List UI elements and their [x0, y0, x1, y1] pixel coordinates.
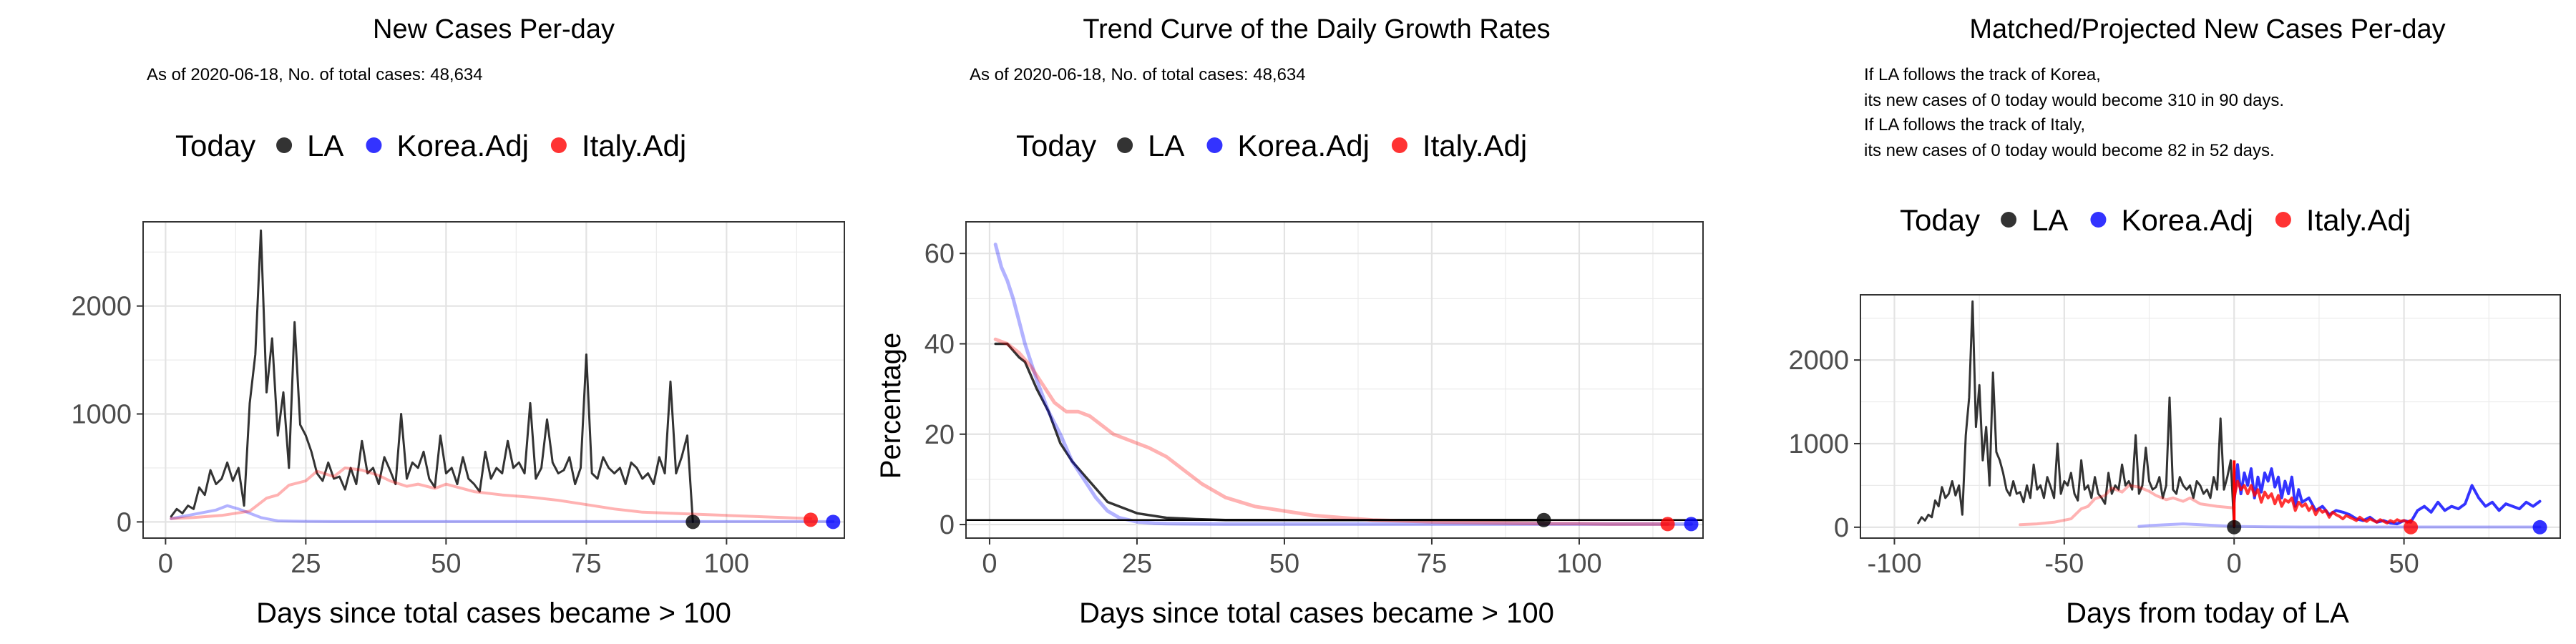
legend-label: Korea.Adj [2121, 203, 2253, 237]
x-tick-label: 50 [2389, 549, 2419, 579]
x-tick-label: -50 [2044, 549, 2084, 579]
x-tick-label: -100 [1867, 549, 1921, 579]
x-axis-label: Days from today of LA [2066, 597, 2349, 629]
x-axis-label: Days since total cases became > 100 [256, 597, 731, 629]
legend: Today LA Korea.Adj Italy.Adj [175, 129, 686, 162]
y-tick-label: 1000 [71, 400, 132, 430]
panel-subtitle: As of 2020-06-18, No. of total cases: 48… [147, 65, 483, 84]
series-line-korea-adj [170, 504, 835, 523]
y-tick-label: 0 [117, 507, 132, 537]
series-line-la [170, 229, 694, 523]
series-line-korea-adj [993, 243, 1693, 526]
legend-key-italy-adj [2275, 212, 2291, 228]
legend-key-la [1117, 137, 1133, 153]
plot-background [966, 222, 1703, 538]
panel-subtitle: its new cases of 0 today would become 82… [1864, 141, 2275, 160]
x-tick-label: 0 [158, 549, 173, 579]
legend-key-italy-adj [1391, 137, 1407, 153]
legend: Today LA Korea.Adj Italy.Adj [1900, 203, 2411, 237]
y-axis-label: Percentage [875, 333, 907, 479]
y-tick-label: 2000 [71, 292, 132, 322]
panel-growth-rates: Trend Curve of the Daily Growth Rates As… [875, 14, 1704, 629]
today-point-italy-adj [1660, 517, 1675, 532]
legend-label: Italy.Adj [2306, 203, 2411, 237]
legend-title: Today [175, 129, 255, 162]
x-tick-label: 100 [1556, 549, 1601, 579]
series-line-italy-adj [2233, 479, 2413, 525]
series-line-italy-adj [2019, 484, 2236, 527]
x-tick-label: 0 [982, 549, 997, 579]
legend-label: Korea.Adj [396, 129, 528, 162]
today-point-korea-adj [2532, 519, 2547, 535]
panel-new-cases: New Cases Per-day As of 2020-06-18, No. … [71, 14, 845, 629]
x-tick-label: 50 [431, 549, 461, 579]
x-tick-label: 75 [1417, 549, 1447, 579]
legend-label: LA [307, 129, 343, 162]
plot-area: 0 25 50 75 100 0 20 40 60 [924, 221, 1704, 579]
legend-key-korea-adj [1206, 137, 1223, 153]
legend-key-la [276, 137, 293, 153]
y-tick-label: 2000 [1788, 346, 1849, 376]
legend-key-la [2001, 212, 2017, 228]
plot-background [1860, 295, 2560, 538]
panel-title: New Cases Per-day [373, 14, 615, 44]
legend-label: Italy.Adj [582, 129, 686, 162]
series-line-italy-adj [170, 466, 812, 520]
panel-title: Matched/Projected New Cases Per-day [1969, 14, 2445, 44]
today-point-la [2227, 519, 2242, 535]
today-point-la [1536, 512, 1551, 527]
panel-projected-cases: Matched/Projected New Cases Per-day If L… [1788, 14, 2561, 629]
y-tick-label: 0 [940, 510, 955, 540]
today-point-korea-adj [1684, 517, 1699, 532]
series-line-korea-adj [2137, 522, 2542, 529]
series-line-korea-adj [2233, 463, 2542, 526]
plot-border [142, 221, 845, 539]
x-tick-label: 50 [1269, 549, 1299, 579]
legend-key-italy-adj [550, 137, 567, 153]
y-tick-label: 20 [924, 420, 955, 450]
legend-title: Today [1016, 129, 1096, 162]
series-line-italy-adj [993, 337, 1670, 526]
y-tick-label: 60 [924, 239, 955, 269]
legend-key-korea-adj [2090, 212, 2107, 228]
legend-title: Today [1900, 203, 1980, 237]
today-point-italy-adj [2404, 519, 2419, 535]
panel-subtitle: If LA follows the track of Italy, [1864, 115, 2085, 135]
x-tick-label: 25 [1122, 549, 1152, 579]
legend: Today LA Korea.Adj Italy.Adj [1016, 129, 1527, 162]
series-line-la [1917, 300, 2235, 529]
x-tick-label: 0 [2227, 549, 2242, 579]
y-tick-label: 40 [924, 329, 955, 359]
legend-label: Korea.Adj [1237, 129, 1369, 162]
plot-border [965, 221, 1704, 539]
x-tick-label: 75 [571, 549, 601, 579]
x-axis-label: Days since total cases became > 100 [1079, 597, 1554, 629]
panel-subtitle: its new cases of 0 today would become 31… [1864, 91, 2284, 110]
today-point-italy-adj [803, 512, 818, 527]
legend-label: LA [2031, 203, 2068, 237]
today-point-korea-adj [826, 514, 841, 530]
y-tick-label: 0 [1834, 513, 1849, 543]
y-tick-label: 1000 [1788, 429, 1849, 459]
legend-label: LA [1148, 129, 1184, 162]
plot-background [143, 222, 844, 538]
legend-key-korea-adj [366, 137, 382, 153]
plot-border [1860, 294, 2561, 539]
panel-subtitle: If LA follows the track of Korea, [1864, 65, 2101, 84]
panel-title: Trend Curve of the Daily Growth Rates [1083, 14, 1550, 44]
panel-subtitle: As of 2020-06-18, No. of total cases: 48… [970, 65, 1306, 84]
legend-label: Italy.Adj [1423, 129, 1527, 162]
x-tick-label: 25 [291, 549, 321, 579]
today-point-la [686, 514, 701, 530]
x-tick-label: 100 [704, 549, 749, 579]
